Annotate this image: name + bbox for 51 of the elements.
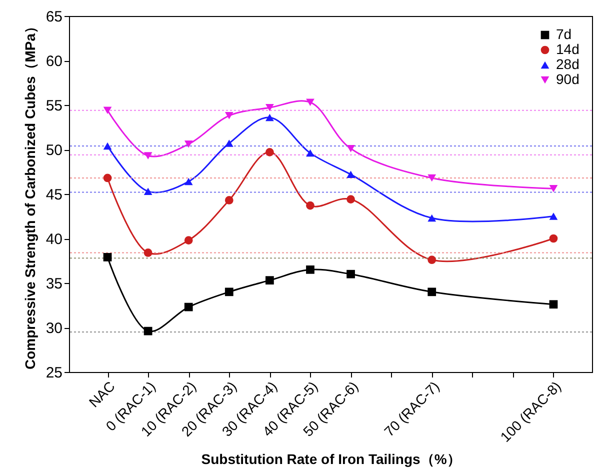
point bbox=[428, 288, 436, 296]
point bbox=[549, 185, 558, 192]
y-tick-label: 55 bbox=[46, 98, 62, 114]
y-tick-label: 40 bbox=[46, 231, 62, 248]
legend-label: 28d bbox=[556, 56, 580, 72]
point bbox=[224, 288, 234, 296]
point bbox=[428, 174, 436, 182]
y-tick-label: 65 bbox=[46, 8, 62, 26]
point bbox=[346, 144, 355, 152]
point bbox=[549, 212, 558, 220]
point bbox=[549, 234, 558, 243]
point bbox=[184, 178, 193, 186]
point bbox=[266, 276, 274, 285]
point bbox=[103, 253, 112, 262]
y-tick-label: 50 bbox=[46, 142, 62, 159]
point bbox=[306, 149, 314, 157]
point bbox=[428, 214, 436, 222]
point bbox=[184, 302, 193, 312]
point bbox=[549, 300, 558, 309]
point bbox=[144, 326, 152, 336]
point bbox=[103, 106, 112, 114]
point bbox=[103, 174, 112, 182]
point bbox=[224, 196, 234, 204]
point bbox=[184, 236, 193, 244]
point bbox=[346, 195, 355, 204]
point bbox=[266, 104, 274, 112]
legend-label: 14d bbox=[556, 41, 580, 57]
point bbox=[224, 140, 234, 147]
y-tick-label: 30 bbox=[46, 320, 62, 337]
point bbox=[184, 140, 193, 148]
point bbox=[306, 201, 314, 210]
point bbox=[224, 112, 234, 120]
point bbox=[144, 248, 152, 257]
point bbox=[346, 270, 355, 278]
y-tick-label: 45 bbox=[46, 186, 62, 204]
y-tick-label: 25 bbox=[46, 364, 62, 382]
legend-label: 90d bbox=[556, 71, 580, 87]
point bbox=[306, 265, 314, 274]
point bbox=[144, 188, 152, 195]
point bbox=[266, 148, 274, 156]
point bbox=[306, 98, 314, 106]
x-axis-title: Substitution Rate of Iron Tailings（%） bbox=[201, 450, 461, 467]
point bbox=[103, 142, 112, 150]
y-tick-label: 60 bbox=[46, 53, 62, 70]
point bbox=[428, 256, 436, 264]
point bbox=[266, 114, 274, 122]
point bbox=[144, 152, 152, 160]
legend-label: 7d bbox=[556, 26, 572, 42]
y-tick-label: 35 bbox=[46, 276, 62, 292]
y-axis-title: Compressive Strength of Carbonized Cubes（MPa） bbox=[22, 19, 38, 370]
point bbox=[346, 170, 355, 178]
